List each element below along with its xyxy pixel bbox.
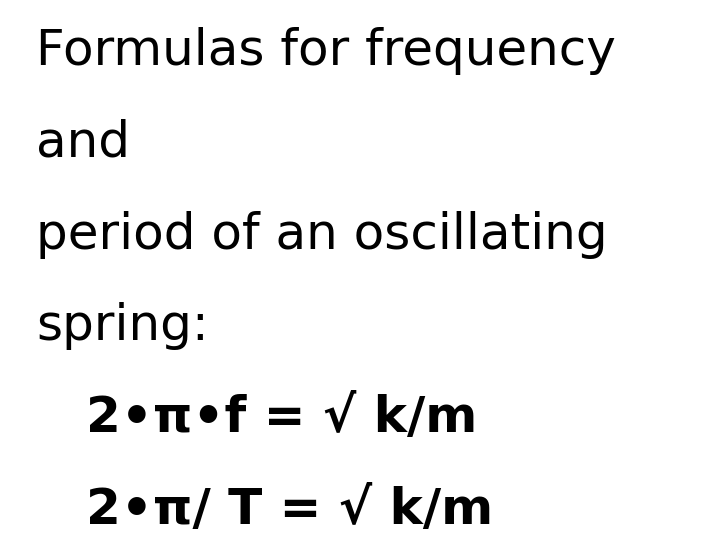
Text: spring:: spring: <box>36 302 209 350</box>
Text: period of an oscillating: period of an oscillating <box>36 211 608 259</box>
Text: 2•π/ T = √ k/m: 2•π/ T = √ k/m <box>86 486 494 534</box>
Text: and: and <box>36 119 130 167</box>
Text: Formulas for frequency: Formulas for frequency <box>36 27 616 75</box>
Text: 2•π•f = √ k/m: 2•π•f = √ k/m <box>86 394 478 442</box>
